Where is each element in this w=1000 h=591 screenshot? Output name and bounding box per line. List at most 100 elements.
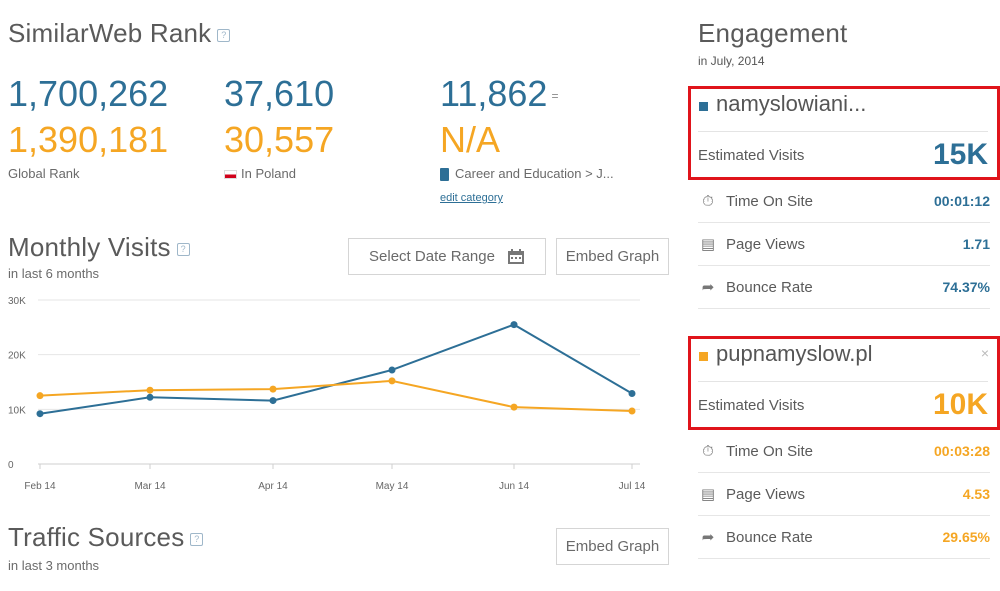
x-tick-label: May 14 [376,481,409,492]
monthly-visits-chart: 0 10K 20K 30K Feb 14 Mar 14 Apr 14 May 14 Jun 14… [8,296,646,492]
x-tick-label: Feb 14 [24,481,56,492]
data-point [510,403,518,411]
series-swatch [699,352,708,362]
poland-flag-icon [224,170,237,180]
metric-value: 00:01:12 [933,193,990,209]
site-1-metrics: ⏱ Time On Site 00:01:12 ▤ Page Views 1.71 … [698,180,990,309]
metric-value: 4.53 [962,486,990,502]
y-tick-label: 10K [8,405,26,416]
rank-title-text: SimilarWeb Rank [8,18,212,48]
metric-row: ➦ Bounce Rate 29.65% [698,516,990,559]
select-date-range-label: Select Date Range [369,248,495,265]
bounce-icon: ➦ [701,279,715,296]
traffic-sources-title: Traffic Sources? [8,522,204,553]
site-name-1: namyslowiani... [699,91,866,117]
data-point [388,377,396,385]
calendar-icon [507,248,524,264]
estimated-visits-row-2: Estimated Visits 10K [698,381,988,428]
rank-title: SimilarWeb Rank? [8,18,231,49]
country-rank-label-text: In Poland [241,166,296,181]
site-name-2-text: pupnamyslow.pl [716,341,873,366]
series-swatch [699,102,708,112]
monthly-visits-title: Monthly Visits? [8,232,190,263]
stopwatch-icon: ⏱ [702,192,714,210]
data-point [388,366,396,374]
metric-label: Time On Site [726,192,813,210]
category-rank-value-1: 11,862 = [440,74,558,116]
metric-value: 74.37% [942,279,990,295]
estimated-visits-value: 15K [932,138,988,171]
x-tick-label: Mar 14 [134,481,166,492]
edit-category-link[interactable]: edit category [440,192,503,204]
metric-value: 00:03:28 [933,443,990,459]
site-card-2: pupnamyslow.pl × Estimated Visits 10K [688,336,1000,430]
traffic-sources-title-text: Traffic Sources [8,522,185,552]
bounce-icon: ➦ [701,529,715,546]
data-point [36,410,44,418]
metric-label: Time On Site [726,442,813,460]
data-point [36,392,44,400]
estimated-visits-label: Estimated Visits [698,146,805,164]
metric-label: Page Views [726,485,805,503]
site-name-2: pupnamyslow.pl [699,341,873,367]
engagement-subtitle: in July, 2014 [698,54,765,68]
data-point [628,389,636,397]
category-label: Career and Education > J... [440,166,614,182]
category-rank-value-2: N/A [440,119,501,160]
data-point [269,397,277,405]
estimated-visits-value: 10K [932,388,988,421]
help-icon[interactable]: ? [217,28,231,42]
global-rank-value-2: 1,390,181 [8,119,169,160]
category-rank-value-1-text: 11,862 [440,73,548,114]
metric-row: ▤ Page Views 1.71 [698,223,990,266]
help-icon[interactable]: ? [176,242,190,256]
metric-row: ⏱ Time On Site 00:03:28 [698,430,990,473]
embed-graph-button[interactable]: Embed Graph [556,528,669,565]
close-icon[interactable]: × [980,345,989,361]
category-label-text: Career and Education > J... [455,166,614,181]
data-point [146,393,154,401]
global-rank-label: Global Rank [8,166,80,181]
no-change-icon: = [551,89,559,104]
data-point [628,407,636,415]
country-rank-label: In Poland [224,166,296,181]
book-icon [440,168,449,182]
help-icon[interactable]: ? [190,532,204,546]
traffic-sources-subtitle: in last 3 months [8,558,100,573]
page-views-icon: ▤ [700,236,716,253]
estimated-visits-label: Estimated Visits [698,396,805,414]
metric-row: ▤ Page Views 4.53 [698,473,990,516]
metric-value: 29.65% [942,529,990,545]
country-rank-value-1: 37,610 [224,73,335,114]
page-views-icon: ▤ [700,486,716,503]
data-point [269,385,277,393]
metric-row: ➦ Bounce Rate 74.37% [698,266,990,309]
x-tick-label: Jun 14 [499,481,529,492]
embed-graph-button[interactable]: Embed Graph [556,238,669,275]
data-point [146,386,154,394]
select-date-range-button[interactable]: Select Date Range [348,238,546,275]
global-rank-value-1: 1,700,262 [8,73,169,114]
metric-value: 1.71 [962,236,990,252]
estimated-visits-row-1: Estimated Visits 15K [698,131,988,178]
metric-label: Bounce Rate [726,278,813,296]
series-line-1 [39,323,633,415]
metric-row: ⏱ Time On Site 00:01:12 [698,180,990,223]
engagement-title: Engagement [698,18,848,48]
x-tick-label: Apr 14 [258,481,288,492]
country-rank-value-2: 30,557 [224,119,335,160]
y-tick-label: 0 [8,460,14,471]
x-tick-label: Jul 14 [619,481,646,492]
monthly-visits-title-text: Monthly Visits [8,232,171,262]
monthly-visits-subtitle: in last 6 months [8,266,100,281]
site-name-1-text: namyslowiani... [716,91,867,116]
y-tick-label: 20K [8,351,26,362]
metric-label: Bounce Rate [726,528,813,546]
site-card-1: namyslowiani... Estimated Visits 15K [688,86,1000,180]
metric-label: Page Views [726,235,805,253]
data-point [510,321,518,329]
stopwatch-icon: ⏱ [702,442,714,460]
series-line-2 [39,379,633,412]
site-2-metrics: ⏱ Time On Site 00:03:28 ▤ Page Views 4.53 … [698,430,990,559]
y-tick-label: 30K [8,296,26,307]
